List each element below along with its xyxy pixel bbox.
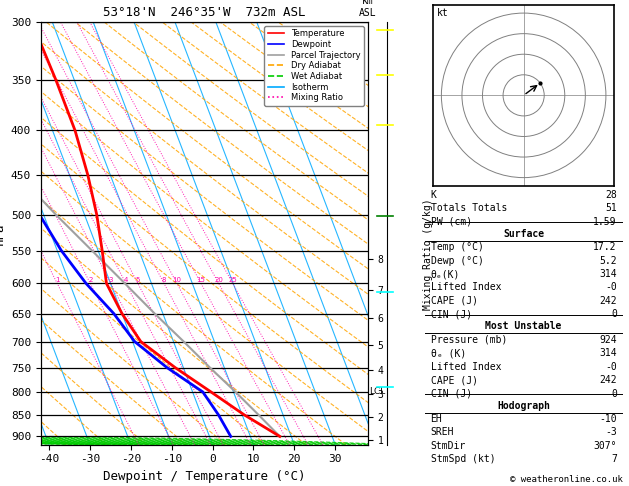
Text: 20: 20: [214, 278, 223, 283]
Text: 5.2: 5.2: [599, 256, 617, 266]
Text: CAPE (J): CAPE (J): [430, 375, 477, 385]
Text: θₑ(K): θₑ(K): [430, 269, 460, 279]
Text: θₑ (K): θₑ (K): [430, 348, 465, 358]
Text: 3: 3: [109, 278, 113, 283]
Text: 27.05.2024  06GMT (Base: 18): 27.05.2024 06GMT (Base: 18): [419, 0, 628, 2]
Text: Pressure (mb): Pressure (mb): [430, 335, 507, 345]
Text: -0: -0: [605, 282, 617, 293]
Text: Lifted Index: Lifted Index: [430, 362, 501, 372]
Text: -0: -0: [605, 362, 617, 372]
Text: Totals Totals: Totals Totals: [430, 203, 507, 213]
Text: 307°: 307°: [593, 441, 617, 451]
Text: Lifted Index: Lifted Index: [430, 282, 501, 293]
X-axis label: Dewpoint / Temperature (°C): Dewpoint / Temperature (°C): [103, 470, 306, 483]
Text: StmSpd (kt): StmSpd (kt): [430, 454, 495, 464]
Text: 7: 7: [611, 454, 617, 464]
Text: -10: -10: [599, 414, 617, 424]
Text: 242: 242: [599, 375, 617, 385]
Text: EH: EH: [430, 414, 442, 424]
Text: © weatheronline.co.uk: © weatheronline.co.uk: [510, 474, 623, 484]
Text: LCL: LCL: [369, 387, 385, 397]
Text: 1.59: 1.59: [593, 217, 617, 226]
Text: SREH: SREH: [430, 428, 454, 437]
Text: 17.2: 17.2: [593, 242, 617, 252]
Text: 0: 0: [611, 388, 617, 399]
Text: 314: 314: [599, 348, 617, 358]
Text: CAPE (J): CAPE (J): [430, 296, 477, 306]
Title: 53°18'N  246°35'W  732m ASL: 53°18'N 246°35'W 732m ASL: [103, 6, 306, 19]
Text: 2: 2: [88, 278, 92, 283]
Text: 51: 51: [605, 203, 617, 213]
Text: CIN (J): CIN (J): [430, 388, 472, 399]
Text: 0: 0: [611, 309, 617, 319]
Y-axis label: hPa: hPa: [0, 222, 6, 244]
Text: -3: -3: [605, 428, 617, 437]
Text: Most Unstable: Most Unstable: [486, 321, 562, 331]
Text: K: K: [430, 190, 437, 200]
Text: CIN (J): CIN (J): [430, 309, 472, 319]
Text: km
ASL: km ASL: [359, 0, 377, 17]
Text: 10: 10: [172, 278, 181, 283]
Text: 924: 924: [599, 335, 617, 345]
Text: Mixing Ratio (g/kg): Mixing Ratio (g/kg): [423, 199, 433, 310]
Text: 314: 314: [599, 269, 617, 279]
Text: 25: 25: [228, 278, 237, 283]
Text: Temp (°C): Temp (°C): [430, 242, 484, 252]
Text: 15: 15: [196, 278, 206, 283]
Text: 1: 1: [55, 278, 59, 283]
Text: PW (cm): PW (cm): [430, 217, 472, 226]
Text: 28: 28: [605, 190, 617, 200]
Text: 4: 4: [124, 278, 128, 283]
Text: kt: kt: [437, 8, 448, 18]
Text: Hodograph: Hodograph: [497, 400, 550, 411]
Text: 8: 8: [162, 278, 166, 283]
Text: Dewp (°C): Dewp (°C): [430, 256, 484, 266]
Text: 242: 242: [599, 296, 617, 306]
Text: 5: 5: [136, 278, 140, 283]
Text: StmDir: StmDir: [430, 441, 465, 451]
Text: Surface: Surface: [503, 229, 544, 239]
Legend: Temperature, Dewpoint, Parcel Trajectory, Dry Adiabat, Wet Adiabat, Isotherm, Mi: Temperature, Dewpoint, Parcel Trajectory…: [264, 26, 364, 105]
